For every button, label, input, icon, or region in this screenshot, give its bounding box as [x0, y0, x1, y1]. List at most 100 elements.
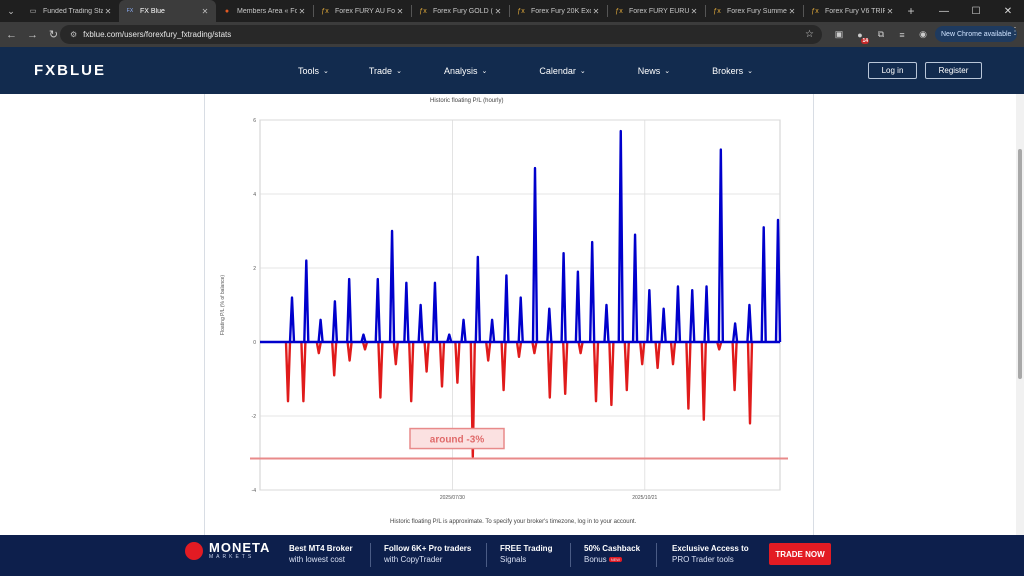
- puzzle-extensions-icon[interactable]: ⧉: [877, 29, 885, 39]
- tab-search-icon[interactable]: ⌄: [7, 5, 15, 16]
- bookmark-star-icon[interactable]: ☆: [805, 29, 814, 40]
- minimize-icon[interactable]: —: [939, 5, 949, 17]
- extension-badge-count: 14: [861, 37, 869, 44]
- promo-separator: [570, 543, 571, 567]
- new-chrome-available-button[interactable]: New Chrome available: [935, 26, 1018, 42]
- site-info-icon[interactable]: ⚙: [70, 30, 78, 39]
- moneta-banner[interactable]: MONETA MARKETS Best MT4 Broker with lowes…: [0, 535, 1024, 576]
- fx-icon: ƒx: [713, 7, 721, 15]
- profile-avatar-icon[interactable]: ◉: [919, 29, 927, 39]
- browser-tab[interactable]: ƒx Forex Fury 20K Exotic✕: [510, 0, 607, 22]
- menu-news[interactable]: News ⌄: [638, 66, 670, 76]
- tab-title: Forex FURY EURUSD: [629, 7, 689, 15]
- negative-pl-spike: [392, 341, 399, 366]
- promo-item[interactable]: 50% Cashback Bonus NEW: [584, 543, 640, 565]
- positive-pl-spike: [517, 296, 524, 343]
- fx-icon: ƒx: [811, 7, 819, 15]
- trade-now-button[interactable]: TRADE NOW: [769, 543, 831, 565]
- moneta-logo[interactable]: MONETA MARKETS: [185, 540, 271, 560]
- browser-tab[interactable]: ƒx Forex Fury GOLD (Tra✕: [412, 0, 509, 22]
- browser-tab[interactable]: FX FX Blue ✕: [119, 0, 216, 22]
- media-controls-icon[interactable]: ≡: [899, 29, 905, 40]
- moneta-logo-icon: [185, 542, 203, 560]
- negative-pl-spike: [515, 341, 523, 358]
- positive-pl-spike: [503, 274, 510, 343]
- close-window-icon[interactable]: ✕: [1003, 5, 1013, 17]
- positive-pl-spike: [388, 229, 396, 343]
- page-scrollbar[interactable]: [1016, 94, 1024, 535]
- positive-pl-spike: [646, 289, 653, 343]
- tab-close-icon[interactable]: ✕: [690, 6, 698, 16]
- tab-title: Forex Fury V6 TRIPLE: [825, 7, 885, 15]
- menu-analysis[interactable]: Analysis ⌄: [444, 66, 487, 76]
- menu-trade[interactable]: Trade ⌄: [369, 66, 402, 76]
- negative-pl-spike: [562, 341, 569, 395]
- tab-close-icon[interactable]: ✕: [494, 6, 502, 16]
- extension-icon[interactable]: ▣: [834, 29, 844, 39]
- positive-pl-spike: [288, 296, 296, 343]
- negative-pl-spike: [731, 341, 738, 392]
- tab-title: Forex Fury Summer: [727, 7, 787, 15]
- login-button[interactable]: Log in: [868, 62, 917, 79]
- menu-label: News: [637, 66, 661, 76]
- browser-tab[interactable]: ƒx Forex Fury V6 TRIPLE✕: [804, 0, 901, 22]
- y-tick-label: 2: [253, 266, 256, 272]
- negative-pl-spike: [669, 341, 677, 366]
- maximize-icon[interactable]: ☐: [971, 5, 981, 17]
- negative-pl-spike: [331, 341, 338, 377]
- negative-pl-spike: [377, 341, 384, 399]
- tab-close-icon[interactable]: ✕: [104, 6, 112, 16]
- negative-pl-spike: [438, 341, 446, 388]
- browser-tab[interactable]: ƒx Forex FURY AU Fore ✕: [314, 0, 411, 22]
- tab-separator: [509, 5, 510, 17]
- tab-close-icon[interactable]: ✕: [298, 6, 306, 16]
- browser-tab[interactable]: ƒx Forex FURY EURUSD✕: [608, 0, 705, 22]
- promo-item[interactable]: FREE Trading Signals: [500, 543, 552, 565]
- negative-pl-spike: [746, 341, 754, 425]
- tab-close-icon[interactable]: ✕: [201, 6, 209, 16]
- floating-pl-chart: 6 4 2 0 -2 -4 2025/07/30 2025/10/21 Floating P/L…: [220, 118, 788, 501]
- positive-pl-spike: [474, 255, 482, 343]
- browser-menu-icon[interactable]: ⋮: [1010, 26, 1020, 37]
- site-header: FXBLUE Tools ⌄ Trade ⌄ Analysis ⌄ Calendar ⌄ New…: [0, 47, 1024, 94]
- forward-icon[interactable]: →: [27, 28, 38, 41]
- tab-close-icon[interactable]: ✕: [396, 6, 404, 16]
- tab-close-icon[interactable]: ✕: [592, 6, 600, 16]
- tab-close-icon[interactable]: ✕: [788, 6, 796, 16]
- positive-pl-spike: [603, 303, 610, 343]
- address-bar[interactable]: ⚙ fxblue.com/users/forexfury_fxtrading/s…: [60, 25, 822, 44]
- negative-pl-spike: [361, 341, 369, 351]
- menu-calendar[interactable]: Calendar ⌄: [539, 66, 585, 76]
- promo-separator: [656, 543, 657, 567]
- menu-brokers[interactable]: Brokers ⌄: [712, 66, 753, 76]
- promo-separator: [486, 543, 487, 567]
- tab-title: Funded Trading Statis: [43, 7, 103, 15]
- negative-pl-spike: [454, 341, 461, 384]
- positive-pl-spike: [446, 333, 453, 343]
- fxblue-logo[interactable]: FXBLUE: [34, 62, 106, 79]
- register-button[interactable]: Register: [925, 62, 982, 79]
- negative-pl-spike: [716, 341, 723, 351]
- browser-tab[interactable]: ● Members Area « Fore✕: [216, 0, 313, 22]
- menu-label: Brokers: [712, 66, 744, 76]
- moneta-brand: MONETA: [209, 540, 271, 555]
- positive-pl-spike: [674, 285, 682, 343]
- y-axis-label: Floating P/L (% of balance): [220, 275, 226, 335]
- scrollbar-thumb[interactable]: [1018, 149, 1022, 379]
- back-icon[interactable]: ←: [6, 28, 17, 41]
- y-tick-label: -4: [252, 488, 257, 494]
- positive-pl-spike: [331, 300, 339, 343]
- browser-tab[interactable]: ƒx Forex Fury Summer ✕: [706, 0, 803, 22]
- reload-icon[interactable]: ↻: [48, 29, 59, 41]
- tab-title: FX Blue: [140, 7, 165, 15]
- extension-badge-icon[interactable]: ● 14: [857, 29, 869, 44]
- tab-close-icon[interactable]: ✕: [886, 6, 894, 16]
- positive-pl-spike: [746, 303, 753, 343]
- promo-item[interactable]: Follow 6K+ Pro traders with CopyTrader: [384, 543, 471, 565]
- browser-tab[interactable]: ▭ Funded Trading Statis✕: [22, 0, 119, 22]
- new-tab-button[interactable]: +: [907, 4, 915, 18]
- promo-item[interactable]: Exclusive Access to PRO Trader tools: [672, 543, 749, 565]
- promo-item[interactable]: Best MT4 Broker with lowest cost: [289, 543, 353, 565]
- menu-tools[interactable]: Tools ⌄: [298, 66, 329, 76]
